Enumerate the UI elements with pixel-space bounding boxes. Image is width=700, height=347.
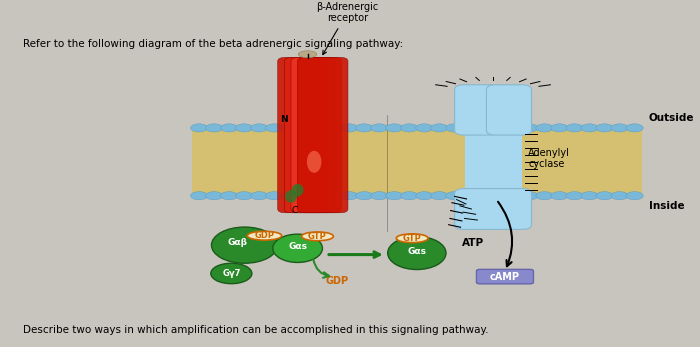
- FancyBboxPatch shape: [454, 85, 500, 135]
- Circle shape: [326, 124, 343, 132]
- Text: Describe two ways in which amplification can be accomplished in this signaling p: Describe two ways in which amplification…: [22, 325, 488, 335]
- Ellipse shape: [211, 263, 252, 284]
- Circle shape: [206, 192, 223, 200]
- FancyBboxPatch shape: [291, 57, 342, 213]
- FancyBboxPatch shape: [477, 269, 533, 284]
- Circle shape: [190, 192, 208, 200]
- Circle shape: [506, 192, 523, 200]
- Text: GTP: GTP: [308, 232, 327, 241]
- Circle shape: [506, 124, 523, 132]
- Circle shape: [536, 124, 553, 132]
- Circle shape: [521, 192, 538, 200]
- Circle shape: [400, 124, 418, 132]
- Circle shape: [251, 124, 268, 132]
- Circle shape: [521, 124, 538, 132]
- Circle shape: [476, 192, 493, 200]
- Circle shape: [281, 192, 297, 200]
- FancyBboxPatch shape: [284, 57, 335, 213]
- Text: C: C: [291, 206, 298, 215]
- Circle shape: [611, 192, 628, 200]
- Circle shape: [220, 192, 238, 200]
- Text: cAMP: cAMP: [490, 272, 520, 282]
- Circle shape: [461, 192, 478, 200]
- Circle shape: [341, 192, 358, 200]
- Text: GTP: GTP: [402, 234, 421, 243]
- Circle shape: [265, 192, 283, 200]
- Circle shape: [446, 192, 463, 200]
- Text: Gαs: Gαs: [407, 247, 426, 256]
- Circle shape: [416, 192, 433, 200]
- Ellipse shape: [247, 231, 281, 240]
- Circle shape: [295, 124, 313, 132]
- Circle shape: [311, 192, 328, 200]
- Text: GDP: GDP: [326, 276, 349, 286]
- Text: Gαβ: Gαβ: [228, 237, 248, 246]
- Circle shape: [281, 124, 297, 132]
- Circle shape: [235, 124, 253, 132]
- FancyBboxPatch shape: [298, 57, 348, 213]
- Circle shape: [295, 192, 313, 200]
- Ellipse shape: [292, 184, 304, 196]
- Circle shape: [416, 124, 433, 132]
- Circle shape: [311, 124, 328, 132]
- Circle shape: [265, 124, 283, 132]
- Circle shape: [371, 124, 388, 132]
- Circle shape: [430, 192, 448, 200]
- Ellipse shape: [211, 227, 278, 263]
- FancyBboxPatch shape: [454, 188, 531, 229]
- Circle shape: [566, 124, 583, 132]
- Circle shape: [356, 192, 373, 200]
- Circle shape: [596, 124, 613, 132]
- Text: GDP: GDP: [255, 231, 274, 240]
- Text: Gγ7: Gγ7: [222, 269, 241, 278]
- Circle shape: [566, 192, 583, 200]
- Circle shape: [611, 124, 628, 132]
- Text: Outside: Outside: [649, 113, 694, 123]
- Text: Refer to the following diagram of the beta adrenergic signaling pathway:: Refer to the following diagram of the be…: [22, 39, 403, 49]
- Text: Gαs: Gαs: [288, 242, 307, 251]
- Text: ATP: ATP: [462, 238, 484, 248]
- Circle shape: [371, 192, 388, 200]
- Circle shape: [400, 192, 418, 200]
- Circle shape: [341, 124, 358, 132]
- Circle shape: [581, 124, 598, 132]
- Circle shape: [596, 192, 613, 200]
- Text: N: N: [281, 115, 288, 124]
- FancyBboxPatch shape: [465, 130, 522, 193]
- Circle shape: [491, 192, 508, 200]
- Circle shape: [461, 124, 478, 132]
- Ellipse shape: [273, 234, 323, 262]
- Circle shape: [536, 192, 553, 200]
- Circle shape: [491, 124, 508, 132]
- Text: β-Adrenergic
receptor: β-Adrenergic receptor: [316, 2, 379, 54]
- Ellipse shape: [285, 190, 297, 203]
- Circle shape: [430, 124, 448, 132]
- Circle shape: [581, 192, 598, 200]
- Ellipse shape: [388, 237, 446, 270]
- Circle shape: [626, 192, 643, 200]
- Ellipse shape: [396, 234, 428, 243]
- Circle shape: [476, 124, 493, 132]
- Circle shape: [356, 124, 373, 132]
- Text: Inside: Inside: [649, 201, 685, 211]
- Circle shape: [251, 192, 268, 200]
- Circle shape: [190, 124, 208, 132]
- FancyBboxPatch shape: [486, 85, 531, 135]
- Circle shape: [220, 124, 238, 132]
- Circle shape: [206, 124, 223, 132]
- Circle shape: [626, 124, 643, 132]
- Circle shape: [386, 124, 403, 132]
- Ellipse shape: [307, 151, 321, 173]
- Text: Adenylyl
cyclase: Adenylyl cyclase: [528, 148, 570, 169]
- FancyBboxPatch shape: [192, 130, 642, 193]
- Circle shape: [326, 192, 343, 200]
- FancyBboxPatch shape: [278, 57, 328, 213]
- Circle shape: [446, 124, 463, 132]
- Circle shape: [551, 192, 568, 200]
- Circle shape: [551, 124, 568, 132]
- Circle shape: [235, 192, 253, 200]
- Ellipse shape: [298, 51, 317, 58]
- Ellipse shape: [302, 232, 333, 241]
- Circle shape: [386, 192, 403, 200]
